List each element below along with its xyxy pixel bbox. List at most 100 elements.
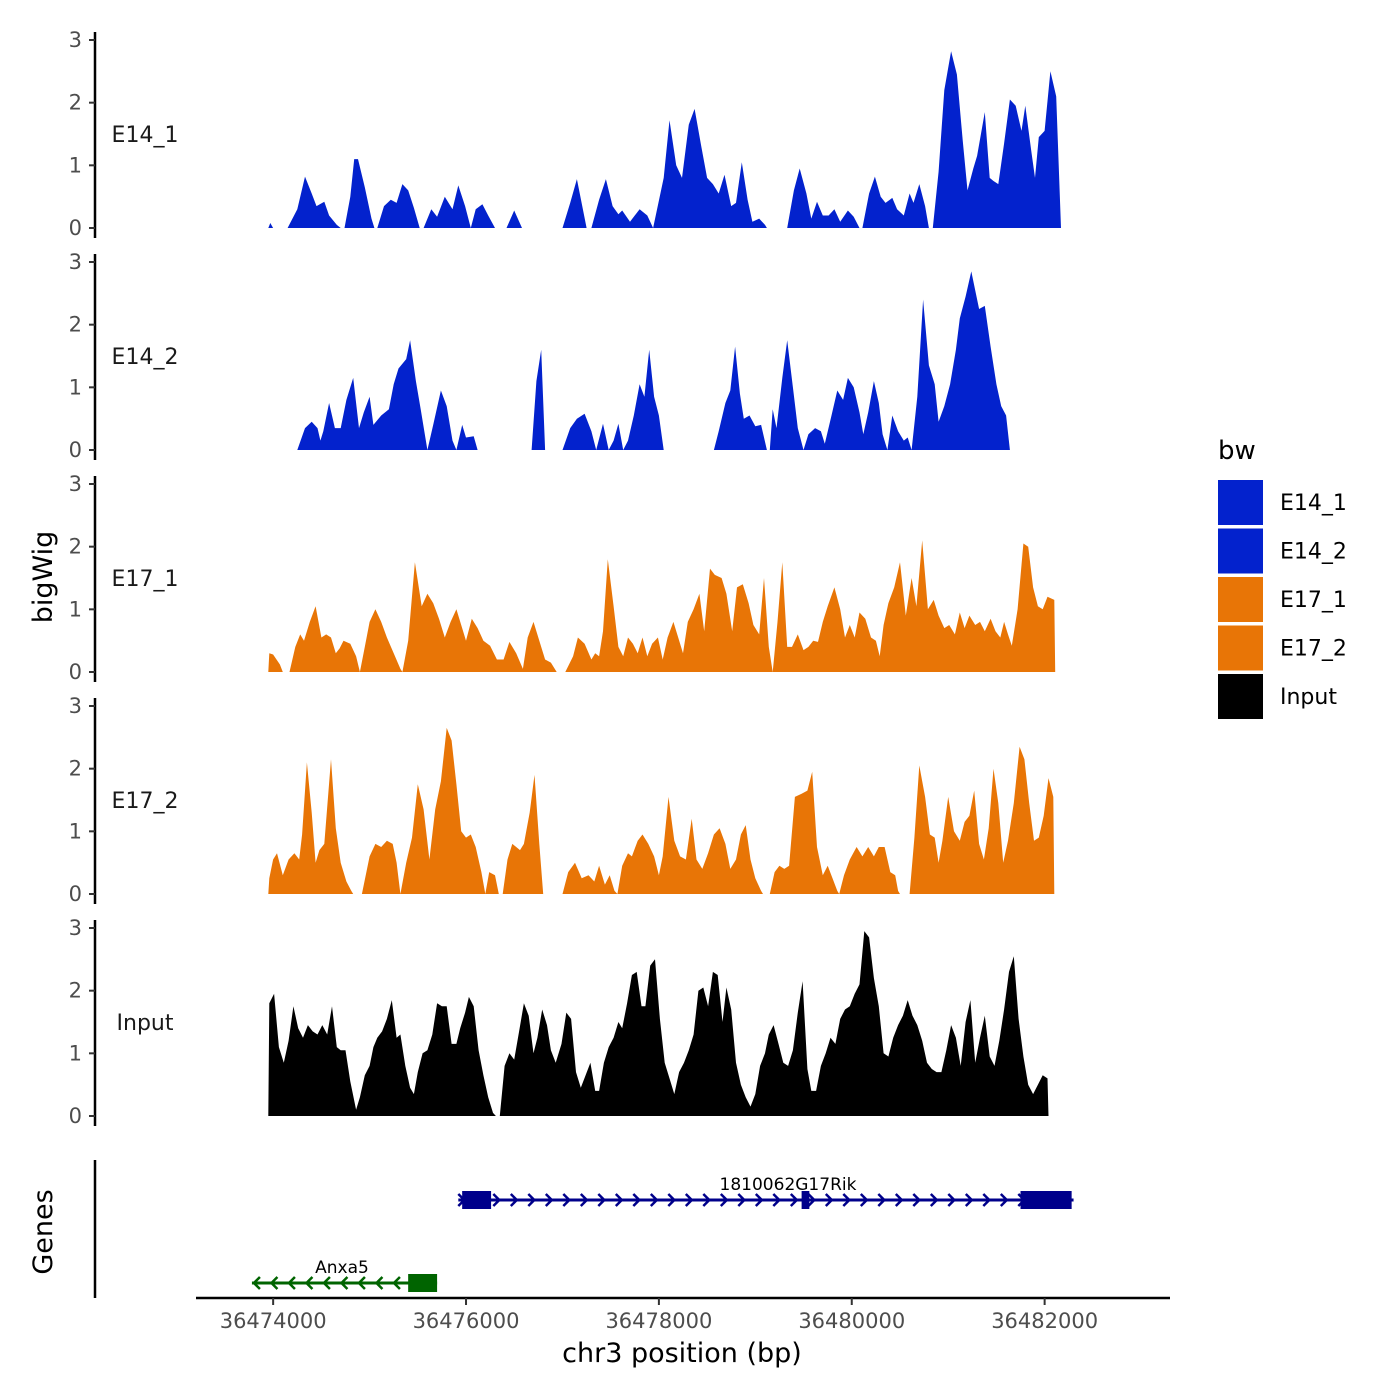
y-tick-label: 2 xyxy=(69,91,82,115)
strand-chevron xyxy=(789,1193,799,1207)
strand-chevron xyxy=(772,1193,782,1207)
gene-Anxa5: Anxa5 xyxy=(251,1258,438,1292)
strand-chevron xyxy=(649,1193,659,1207)
legend-entry-E17_2: E17_2 xyxy=(1218,625,1347,671)
legend-entry-Input: Input xyxy=(1218,674,1337,719)
x-tick-label: 36474000 xyxy=(220,1309,327,1333)
strand-chevron xyxy=(492,1193,502,1207)
strand-chevron xyxy=(252,1276,261,1290)
strand-chevron xyxy=(947,1193,957,1207)
x-axis: 36474000 36476000 36478000 36480000 36482000 xyxy=(196,1296,1170,1333)
strand-chevron xyxy=(269,1276,279,1290)
x-tick-label: 36478000 xyxy=(605,1309,712,1333)
legend-label: Input xyxy=(1280,685,1337,710)
y-tick-label: 1 xyxy=(69,597,82,621)
y-tick-label: 1 xyxy=(69,153,82,177)
track-label: E14_1 xyxy=(112,123,179,148)
legend-label: E14_2 xyxy=(1280,540,1347,565)
track-E14_1: 0 1 2 3 E14_1 xyxy=(69,28,1061,240)
strand-chevron xyxy=(374,1276,384,1290)
track-label: E14_2 xyxy=(112,345,179,370)
legend-swatch xyxy=(1218,577,1263,622)
strand-chevron xyxy=(357,1276,366,1290)
strand-chevron xyxy=(579,1193,589,1207)
strand-chevron xyxy=(999,1193,1009,1207)
legend-entry-E17_1: E17_1 xyxy=(1218,577,1347,622)
x-tick-label: 36476000 xyxy=(413,1309,520,1333)
gene-track: 1810062G17Rik Anxa5 xyxy=(93,1160,1074,1298)
signal-area-E14_2 xyxy=(297,271,1010,450)
gene-1810062G17Rik: 1810062G17Rik xyxy=(457,1175,1074,1209)
strand-chevron xyxy=(964,1193,974,1207)
strand-chevron xyxy=(702,1193,712,1207)
strand-chevron xyxy=(509,1193,519,1207)
strand-chevron xyxy=(859,1193,869,1207)
y-tick-label: 3 xyxy=(69,694,82,718)
gene-label: Anxa5 xyxy=(315,1258,369,1278)
y-tick-label: 1 xyxy=(69,1041,82,1065)
y-tick-label: 0 xyxy=(69,660,82,684)
legend-entry-E14_2: E14_2 xyxy=(1218,528,1347,574)
strand-chevron xyxy=(754,1193,764,1207)
signal-tracks: 0 1 2 3 E14_1 0 1 2 3 E14_2 0 1 2 3 E17_1 0 1 2 3 E17_2 0 1 2 3… xyxy=(69,28,1061,1128)
y-tick-label: 2 xyxy=(69,535,82,559)
track-E17_1: 0 1 2 3 E17_1 xyxy=(69,472,1056,684)
strand-chevron xyxy=(824,1193,834,1207)
strand-chevron xyxy=(632,1193,642,1207)
y-axis-title: bigWig xyxy=(28,531,59,624)
legend: bw E14_1 E14_2 E17_1 E17_2 Input xyxy=(1218,436,1347,719)
signal-area-Input xyxy=(268,931,1049,1116)
signal-area-E17_2 xyxy=(268,727,1055,894)
track-label: E17_2 xyxy=(112,789,179,814)
y-tick-label: 2 xyxy=(69,313,82,337)
strand-chevron xyxy=(842,1193,852,1207)
strand-chevron xyxy=(392,1276,401,1290)
strand-chevron xyxy=(929,1193,939,1207)
track-Input: 0 1 2 3 Input xyxy=(69,916,1049,1128)
genes-axis-title: Genes xyxy=(28,1189,59,1274)
strand-chevron xyxy=(877,1193,887,1207)
strand-chevron xyxy=(667,1193,677,1207)
strand-chevron xyxy=(719,1193,729,1207)
legend-entry-E14_1: E14_1 xyxy=(1218,480,1347,525)
legend-label: E17_2 xyxy=(1280,637,1347,662)
strand-chevron xyxy=(287,1276,296,1290)
strand-chevron xyxy=(304,1276,314,1290)
gene-exon xyxy=(801,1191,810,1209)
strand-chevron xyxy=(737,1193,747,1207)
gene-exon xyxy=(408,1274,438,1292)
x-axis-title: chr3 position (bp) xyxy=(562,1338,802,1369)
y-tick-label: 1 xyxy=(69,375,82,399)
y-tick-label: 0 xyxy=(69,216,82,240)
legend-label: E14_1 xyxy=(1280,491,1347,516)
y-tick-label: 3 xyxy=(69,28,82,52)
track-label: Input xyxy=(117,1011,174,1036)
gene-exon xyxy=(462,1191,492,1209)
y-tick-label: 0 xyxy=(69,882,82,906)
track-E17_2: 0 1 2 3 E17_2 xyxy=(69,694,1055,906)
y-tick-label: 3 xyxy=(69,472,82,496)
y-tick-label: 1 xyxy=(69,819,82,843)
signal-area-E14_1 xyxy=(268,51,1061,228)
signal-area-E17_1 xyxy=(268,540,1056,672)
track-E14_2: 0 1 2 3 E14_2 xyxy=(69,250,1010,462)
strand-chevron xyxy=(544,1193,554,1207)
strand-chevron xyxy=(322,1276,331,1290)
x-tick-label: 36482000 xyxy=(991,1309,1098,1333)
y-tick-label: 0 xyxy=(69,1104,82,1128)
legend-swatch xyxy=(1218,480,1263,525)
legend-title: bw xyxy=(1218,436,1256,466)
x-tick-label: 36480000 xyxy=(798,1309,905,1333)
legend-label: E17_1 xyxy=(1280,588,1347,613)
strand-chevron xyxy=(614,1193,624,1207)
strand-chevron xyxy=(527,1193,537,1207)
legend-swatch xyxy=(1218,528,1263,574)
strand-chevron xyxy=(982,1193,992,1207)
strand-chevron xyxy=(894,1193,904,1207)
legend-swatch xyxy=(1218,674,1263,719)
y-tick-label: 3 xyxy=(69,250,82,274)
legend-swatch xyxy=(1218,625,1263,671)
strand-chevron xyxy=(912,1193,922,1207)
strand-chevron xyxy=(562,1193,572,1207)
